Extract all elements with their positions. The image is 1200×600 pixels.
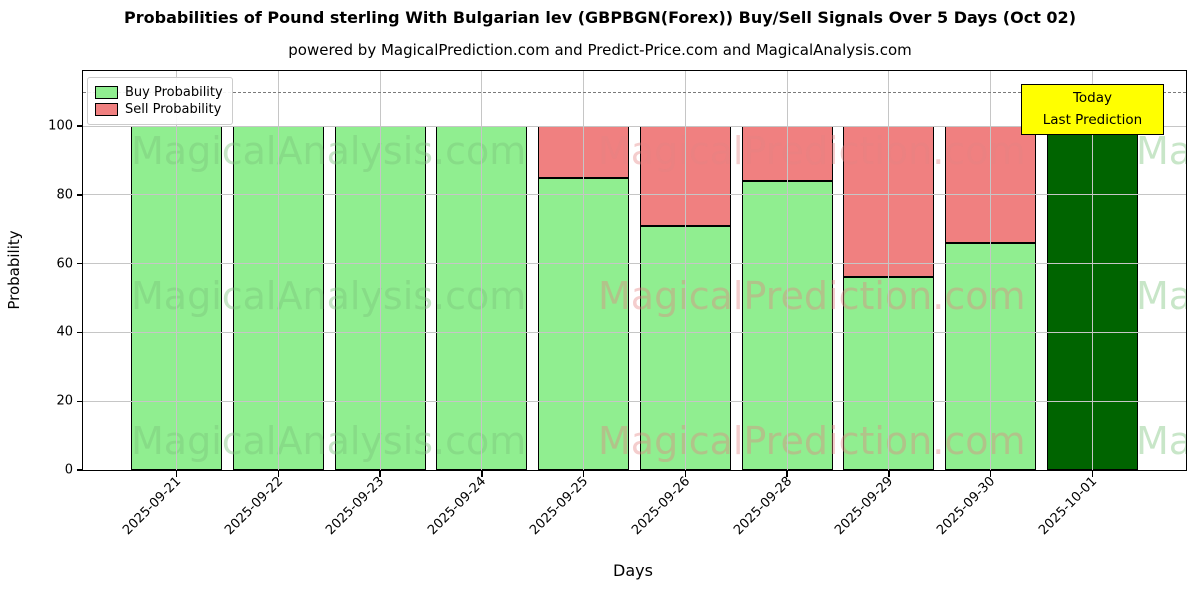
x-tick-label: 2025-09-24 [425,474,490,539]
y-tick-label: 20 [56,393,73,409]
x-tick-mark [786,470,788,477]
today-annotation: Today Last Prediction [1021,84,1164,136]
h-gridline [83,331,1186,333]
x-tick-label: 2025-09-30 [934,474,999,539]
legend-item-sell: Sell Probability [95,102,223,117]
x-tick-label: 2025-09-23 [323,474,388,539]
x-tick-mark [684,470,687,477]
x-tick-label: 2025-09-25 [527,474,592,539]
x-tick-mark [481,470,483,477]
y-tick-label: 0 [64,462,73,478]
v-gridline [176,71,177,470]
y-tick-label: 60 [56,256,73,272]
watermark-text: MagicalAnalysis.com [1136,129,1186,173]
x-tick-mark [582,470,585,477]
h-gridline [83,263,1186,265]
legend-sell-label: Sell Probability [125,102,222,117]
y-tick-mark [77,194,83,196]
h-gridline [83,194,1186,196]
x-tick-label: 2025-09-21 [120,474,185,539]
x-tick-mark [277,470,279,477]
v-gridline [684,71,686,470]
x-tick-label: 2025-10-01 [1036,474,1101,539]
buy-swatch-icon [95,86,118,99]
bars-container [131,71,1138,470]
x-tick-label: 2025-09-28 [730,474,795,539]
chart-title: Probabilities of Pound sterling With Bul… [124,8,1076,27]
v-gridline [1092,71,1093,470]
x-axis-label: Days [613,561,653,580]
y-tick-mark [77,469,83,471]
v-gridline [786,71,788,470]
v-gridline [481,71,483,470]
x-tick-label: 2025-09-29 [832,474,897,539]
x-tick-label: 2025-09-22 [221,474,286,539]
legend-item-buy: Buy Probability [95,85,223,100]
h-gridline [83,125,1186,127]
v-gridline [583,71,585,470]
y-tick-mark [77,400,83,402]
x-tick-label: 2025-09-26 [628,474,693,539]
sell-swatch-icon [95,103,118,116]
y-tick-mark [77,331,83,334]
y-tick-label: 40 [56,324,73,340]
y-axis-label: Probability [5,230,23,310]
watermark-text: MagicalAnalysis.com [1136,419,1186,463]
x-tick-mark [175,470,178,477]
threshold-dashed-line [83,91,1186,93]
x-tick-mark [888,470,890,477]
y-tick-label: 100 [48,118,73,134]
x-tick-mark [1091,470,1094,477]
today-annotation-line2: Last Prediction [1042,111,1143,128]
v-gridline [379,71,381,470]
y-tick-label: 80 [56,187,73,203]
plot-area: MagicalAnalysis.com MagicalPrediction.com… [48,70,1187,538]
watermark-text: MagicalAnalysis.com [1136,274,1186,318]
v-gridline [277,71,279,470]
h-gridline [83,400,1186,402]
v-gridline [888,71,890,470]
y-tick-mark [77,125,83,127]
legend-buy-label: Buy Probability [125,85,223,100]
legend: Buy Probability Sell Probability [87,77,233,125]
today-annotation-line1: Today [1072,90,1113,106]
y-tick-mark [77,262,83,265]
chart-subtitle: powered by MagicalPrediction.com and Pre… [288,41,912,59]
v-gridline [990,71,992,470]
x-tick-mark [379,470,381,477]
x-tick-mark [990,470,992,477]
